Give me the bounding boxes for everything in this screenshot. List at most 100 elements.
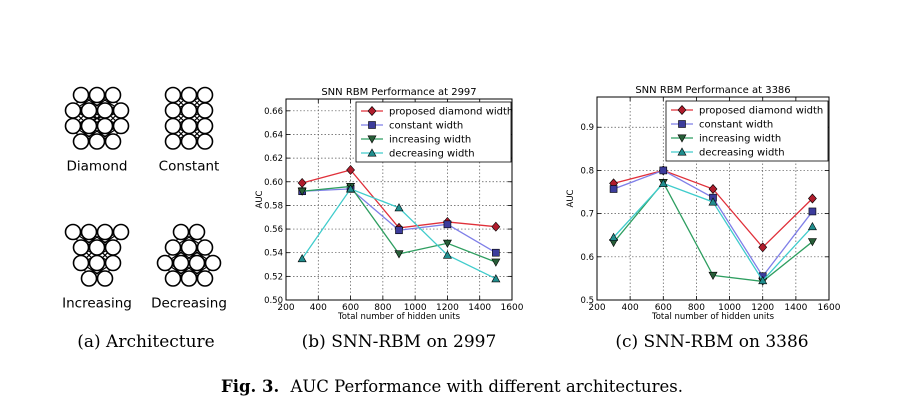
x-tick-label: 600 bbox=[655, 303, 672, 313]
neuron bbox=[188, 254, 206, 272]
data-point bbox=[708, 271, 718, 280]
data-point bbox=[394, 203, 404, 212]
data-point bbox=[346, 164, 355, 175]
neuron bbox=[72, 133, 90, 150]
data-point bbox=[677, 147, 687, 156]
neuron bbox=[172, 223, 190, 241]
data-point bbox=[367, 106, 377, 116]
network-constant: Constant bbox=[159, 86, 219, 175]
neuron bbox=[88, 133, 106, 150]
data-point bbox=[807, 238, 817, 247]
legend-box bbox=[355, 101, 512, 163]
data-point bbox=[367, 148, 377, 157]
data-point bbox=[442, 250, 452, 259]
data-point bbox=[367, 135, 377, 144]
network-increasing: Increasing bbox=[62, 223, 132, 312]
legend-label: decreasing width bbox=[389, 149, 475, 160]
neuron bbox=[164, 133, 182, 150]
x-tick-label: 200 bbox=[277, 303, 294, 313]
neuron bbox=[64, 102, 82, 119]
neuron bbox=[164, 86, 182, 104]
neuron bbox=[180, 117, 198, 135]
data-point bbox=[609, 185, 618, 193]
neuron bbox=[72, 86, 90, 104]
legend-label: constant width bbox=[699, 120, 773, 131]
neuron bbox=[104, 86, 122, 104]
series-decreasing-width bbox=[609, 178, 817, 285]
neuron bbox=[196, 102, 214, 119]
y-axis-label: AUC bbox=[566, 189, 576, 207]
legend-label: increasing width bbox=[699, 134, 781, 145]
legend-entry: constant width bbox=[361, 121, 463, 132]
neuron bbox=[180, 239, 198, 256]
network-diamond: Diamond bbox=[64, 86, 130, 175]
y-tick-label: 0.62 bbox=[264, 154, 283, 164]
legend-label: proposed diamond width bbox=[389, 107, 513, 118]
neuron bbox=[96, 102, 114, 119]
neuron bbox=[104, 254, 122, 272]
neuron bbox=[164, 239, 182, 256]
chart-2997: 200 400 600 800 1000 1200 1400 1600 0.50 0.52 0.54… bbox=[255, 87, 524, 322]
data-point bbox=[708, 197, 718, 206]
neuron bbox=[96, 270, 114, 287]
legend-entry: proposed diamond width bbox=[671, 105, 823, 117]
data-point bbox=[659, 166, 668, 175]
neuron bbox=[156, 254, 174, 272]
x-tick-label: 1400 bbox=[784, 303, 807, 313]
neuron bbox=[64, 117, 82, 135]
y-tick-label: 0.7 bbox=[580, 210, 594, 220]
x-tick-label: 400 bbox=[310, 303, 327, 313]
neuron bbox=[72, 254, 90, 272]
network-decreasing: Decreasing bbox=[151, 223, 227, 312]
legend-label: increasing width bbox=[389, 135, 471, 146]
arch-label: Diamond bbox=[67, 159, 128, 175]
arch-label: Increasing bbox=[62, 296, 132, 312]
y-tick-label: 0.6 bbox=[580, 253, 594, 263]
y-tick-label: 0.60 bbox=[264, 178, 283, 188]
x-tick-label: 1400 bbox=[468, 303, 491, 313]
neuron bbox=[172, 254, 190, 272]
chart-title: SNN RBM Performance at 3386 bbox=[635, 85, 790, 96]
neuron bbox=[112, 102, 130, 119]
x-tick-label: 1000 bbox=[404, 303, 427, 313]
subcaption-a: (a) Architecture bbox=[77, 332, 215, 352]
legend-label: proposed diamond width bbox=[699, 106, 823, 117]
y-tick-label: 0.66 bbox=[264, 107, 283, 117]
legend-label: constant width bbox=[389, 121, 463, 132]
data-point bbox=[368, 121, 376, 129]
figure-caption: Fig. 3. AUC Performance with different a… bbox=[221, 377, 683, 396]
series-line bbox=[302, 188, 497, 254]
legend-entry: decreasing width bbox=[671, 147, 785, 159]
neuron bbox=[96, 223, 114, 241]
legend: proposed diamond width constant width incr… bbox=[665, 100, 829, 162]
caption-text: AUC Performance with different architect… bbox=[289, 377, 683, 396]
plot-frame bbox=[285, 98, 513, 301]
data-point bbox=[758, 275, 768, 285]
neuron bbox=[112, 223, 130, 241]
x-tick-label: 1000 bbox=[718, 303, 741, 313]
neuron bbox=[80, 102, 98, 119]
data-point bbox=[297, 253, 307, 263]
data-point bbox=[758, 242, 768, 253]
neuron bbox=[88, 86, 106, 104]
neuron bbox=[104, 239, 122, 256]
data-point bbox=[807, 221, 817, 231]
data-point bbox=[808, 207, 817, 216]
y-tick-label: 0.50 bbox=[264, 296, 283, 306]
series-line bbox=[301, 169, 496, 229]
neuron bbox=[88, 239, 106, 256]
data-point bbox=[808, 193, 817, 204]
neuron bbox=[164, 102, 182, 119]
arch-label: Decreasing bbox=[151, 296, 227, 312]
x-tick-label: 200 bbox=[588, 303, 605, 313]
plot-frame bbox=[596, 96, 830, 301]
data-point bbox=[658, 178, 668, 187]
neuron bbox=[104, 133, 122, 150]
data-point bbox=[394, 250, 404, 259]
neuron bbox=[180, 102, 198, 119]
y-tick-label: 0.9 bbox=[580, 123, 594, 133]
series-line bbox=[613, 169, 813, 249]
data-point bbox=[491, 258, 501, 267]
neuron bbox=[80, 223, 98, 241]
